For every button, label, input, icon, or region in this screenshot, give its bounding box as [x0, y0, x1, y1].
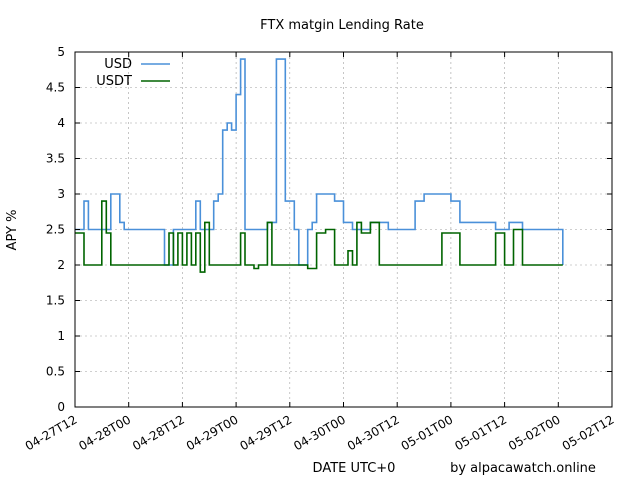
x-tick-label: 05-02T12: [560, 412, 617, 453]
y-tick-label: 2: [57, 258, 65, 272]
series-line-usdt: [75, 200, 563, 273]
y-tick-labels: 0 0.5 1 1.5 2 2.5 3 3.5 4 4.5 5: [46, 45, 612, 414]
x-tick-label: 04-29T00: [184, 412, 241, 453]
y-tick-label: 1: [57, 329, 65, 343]
x-tick-label: 04-30T00: [291, 412, 348, 453]
x-tick-label: 05-01T12: [452, 412, 509, 453]
y-tick-label: 0: [57, 400, 65, 414]
x-tick-label: 04-28T12: [130, 412, 187, 453]
y-tick-label: 4: [57, 116, 65, 130]
x-tick-label: 04-30T12: [345, 412, 402, 453]
x-tick-label: 05-02T00: [506, 412, 563, 453]
x-tick-label: 05-01T00: [399, 412, 456, 453]
y-tick-label: 4.5: [46, 81, 65, 95]
x-tick-label: 04-28T00: [76, 412, 133, 453]
x-tick-labels: 04-27T1204-28T0004-28T1204-29T0004-29T12…: [23, 52, 617, 453]
x-tick-label: 04-27T12: [23, 412, 80, 453]
series-lines: [75, 58, 564, 273]
x-axis-label: DATE UTC+0: [313, 461, 396, 476]
chart-title: FTX matgin Lending Rate: [260, 18, 424, 33]
y-tick-label: 1.5: [46, 294, 65, 308]
y-tick-label: 2.5: [46, 223, 65, 237]
y-tick-label: 5: [57, 45, 65, 59]
grid-lines: [75, 52, 612, 407]
legend-label-usdt: USDT: [96, 74, 132, 89]
y-tick-label: 0.5: [46, 365, 65, 379]
legend-label-usd: USD: [104, 57, 132, 72]
y-axis-label: APY %: [5, 210, 20, 251]
series-line-usd: [75, 58, 564, 266]
legend: USD USDT: [96, 57, 170, 89]
credit-text: by alpacawatch.online: [450, 461, 596, 476]
y-tick-label: 3.5: [46, 152, 65, 166]
y-tick-label: 3: [57, 187, 65, 201]
x-tick-label: 04-29T12: [238, 412, 295, 453]
